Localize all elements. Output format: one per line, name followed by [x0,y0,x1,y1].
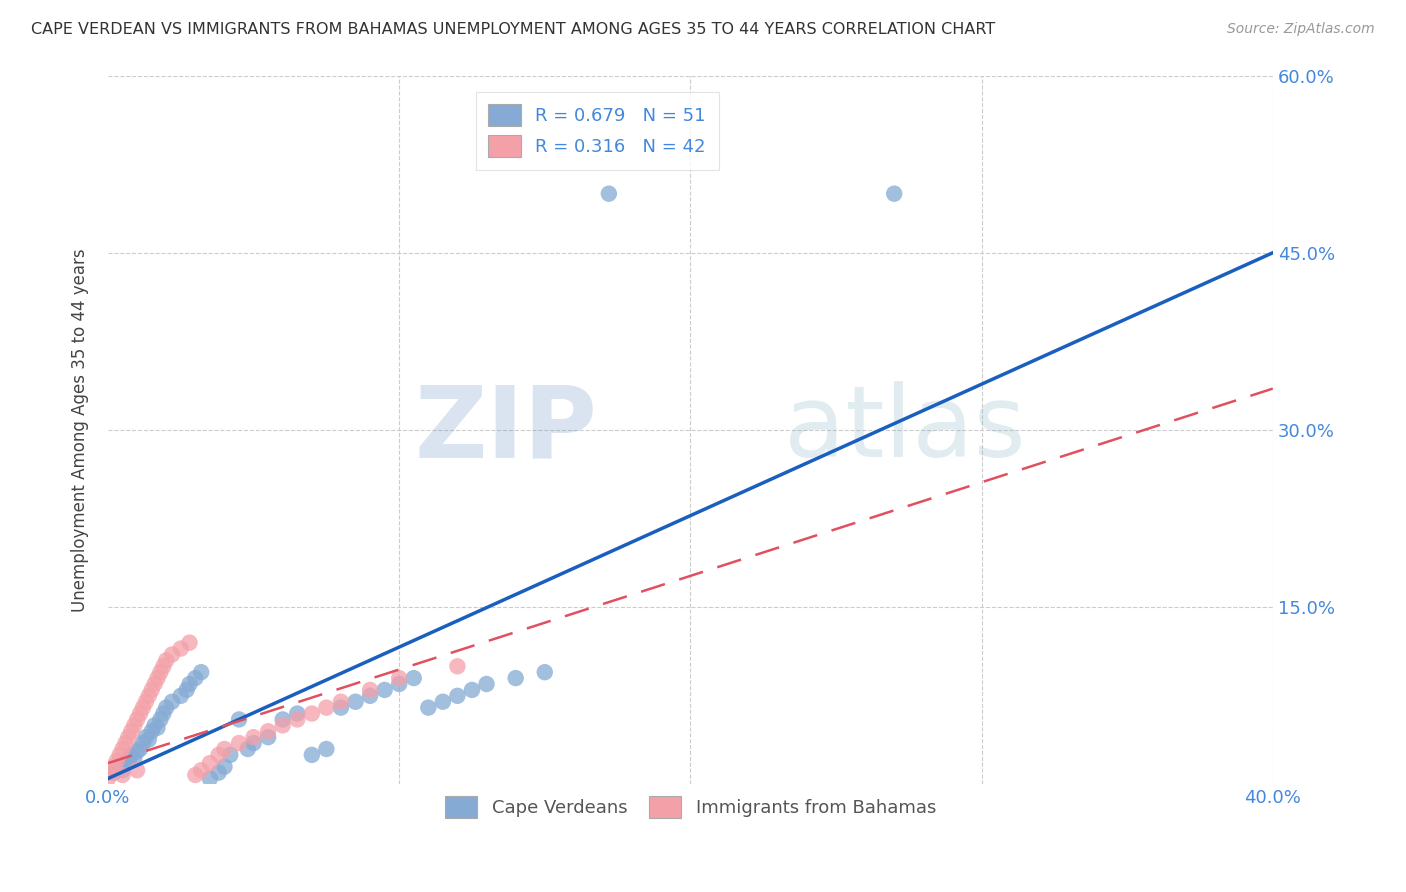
Point [315,700,337,714]
Point [111,742,134,756]
Point [117,754,139,768]
Point [598,186,620,201]
Point [344,695,367,709]
Y-axis label: Unemployment Among Ages 35 to 44 years: Unemployment Among Ages 35 to 44 years [72,248,89,612]
Text: CAPE VERDEAN VS IMMIGRANTS FROM BAHAMAS UNEMPLOYMENT AMONG AGES 35 TO 44 YEARS C: CAPE VERDEAN VS IMMIGRANTS FROM BAHAMAS … [31,22,995,37]
Point [198,772,221,786]
Point [127,744,149,758]
Point [190,764,212,778]
Point [111,768,134,782]
Point [132,736,155,750]
Point [138,689,160,703]
Point [475,677,498,691]
Point [170,641,193,656]
Point [149,713,172,727]
Point [141,724,163,739]
Point [129,742,152,756]
Point [236,742,259,756]
Point [149,665,172,680]
Point [122,751,145,765]
Point [446,659,468,673]
Point [461,682,484,697]
Point [122,718,145,732]
Point [359,689,381,703]
Point [146,671,169,685]
Point [152,659,174,673]
Point [160,695,183,709]
Point [285,713,308,727]
Point [114,756,136,771]
Point [176,682,198,697]
Point [179,677,201,691]
Point [271,713,294,727]
Point [135,695,157,709]
Point [359,682,381,697]
Point [127,713,149,727]
Point [219,747,242,762]
Point [418,700,440,714]
Point [446,689,468,703]
Point [402,671,425,685]
Text: Source: ZipAtlas.com: Source: ZipAtlas.com [1227,22,1375,37]
Point [100,765,122,780]
Point [111,764,134,778]
Point [242,736,264,750]
Point [97,772,120,786]
Point [329,695,352,709]
Point [127,764,149,778]
Point [214,742,236,756]
Point [315,742,337,756]
Point [120,724,142,739]
Point [117,730,139,744]
Point [208,765,231,780]
Point [170,689,193,703]
Point [388,671,411,685]
Point [179,635,201,649]
Point [374,682,396,697]
Text: atlas: atlas [783,382,1025,478]
Point [114,736,136,750]
Point [228,713,250,727]
Point [388,677,411,691]
Point [146,721,169,735]
Text: ZIP: ZIP [415,382,598,478]
Point [108,747,131,762]
Legend: Cape Verdeans, Immigrants from Bahamas: Cape Verdeans, Immigrants from Bahamas [437,789,943,825]
Point [103,760,125,774]
Point [184,768,207,782]
Point [135,730,157,744]
Point [301,706,323,721]
Point [208,747,231,762]
Point [143,718,166,732]
Point [257,730,280,744]
Point [141,682,163,697]
Point [152,706,174,721]
Point [160,648,183,662]
Point [184,671,207,685]
Point [155,700,177,714]
Point [533,665,555,680]
Point [120,747,142,762]
Point [285,706,308,721]
Point [432,695,454,709]
Point [143,677,166,691]
Point [138,732,160,747]
Point [257,724,280,739]
Point [505,671,527,685]
Point [190,665,212,680]
Point [271,718,294,732]
Point [301,747,323,762]
Point [155,653,177,667]
Point [214,760,236,774]
Point [105,754,128,768]
Point [883,186,905,201]
Point [129,706,152,721]
Point [132,700,155,714]
Point [198,756,221,771]
Point [108,760,131,774]
Point [242,730,264,744]
Point [329,700,352,714]
Point [228,736,250,750]
Point [103,765,125,780]
